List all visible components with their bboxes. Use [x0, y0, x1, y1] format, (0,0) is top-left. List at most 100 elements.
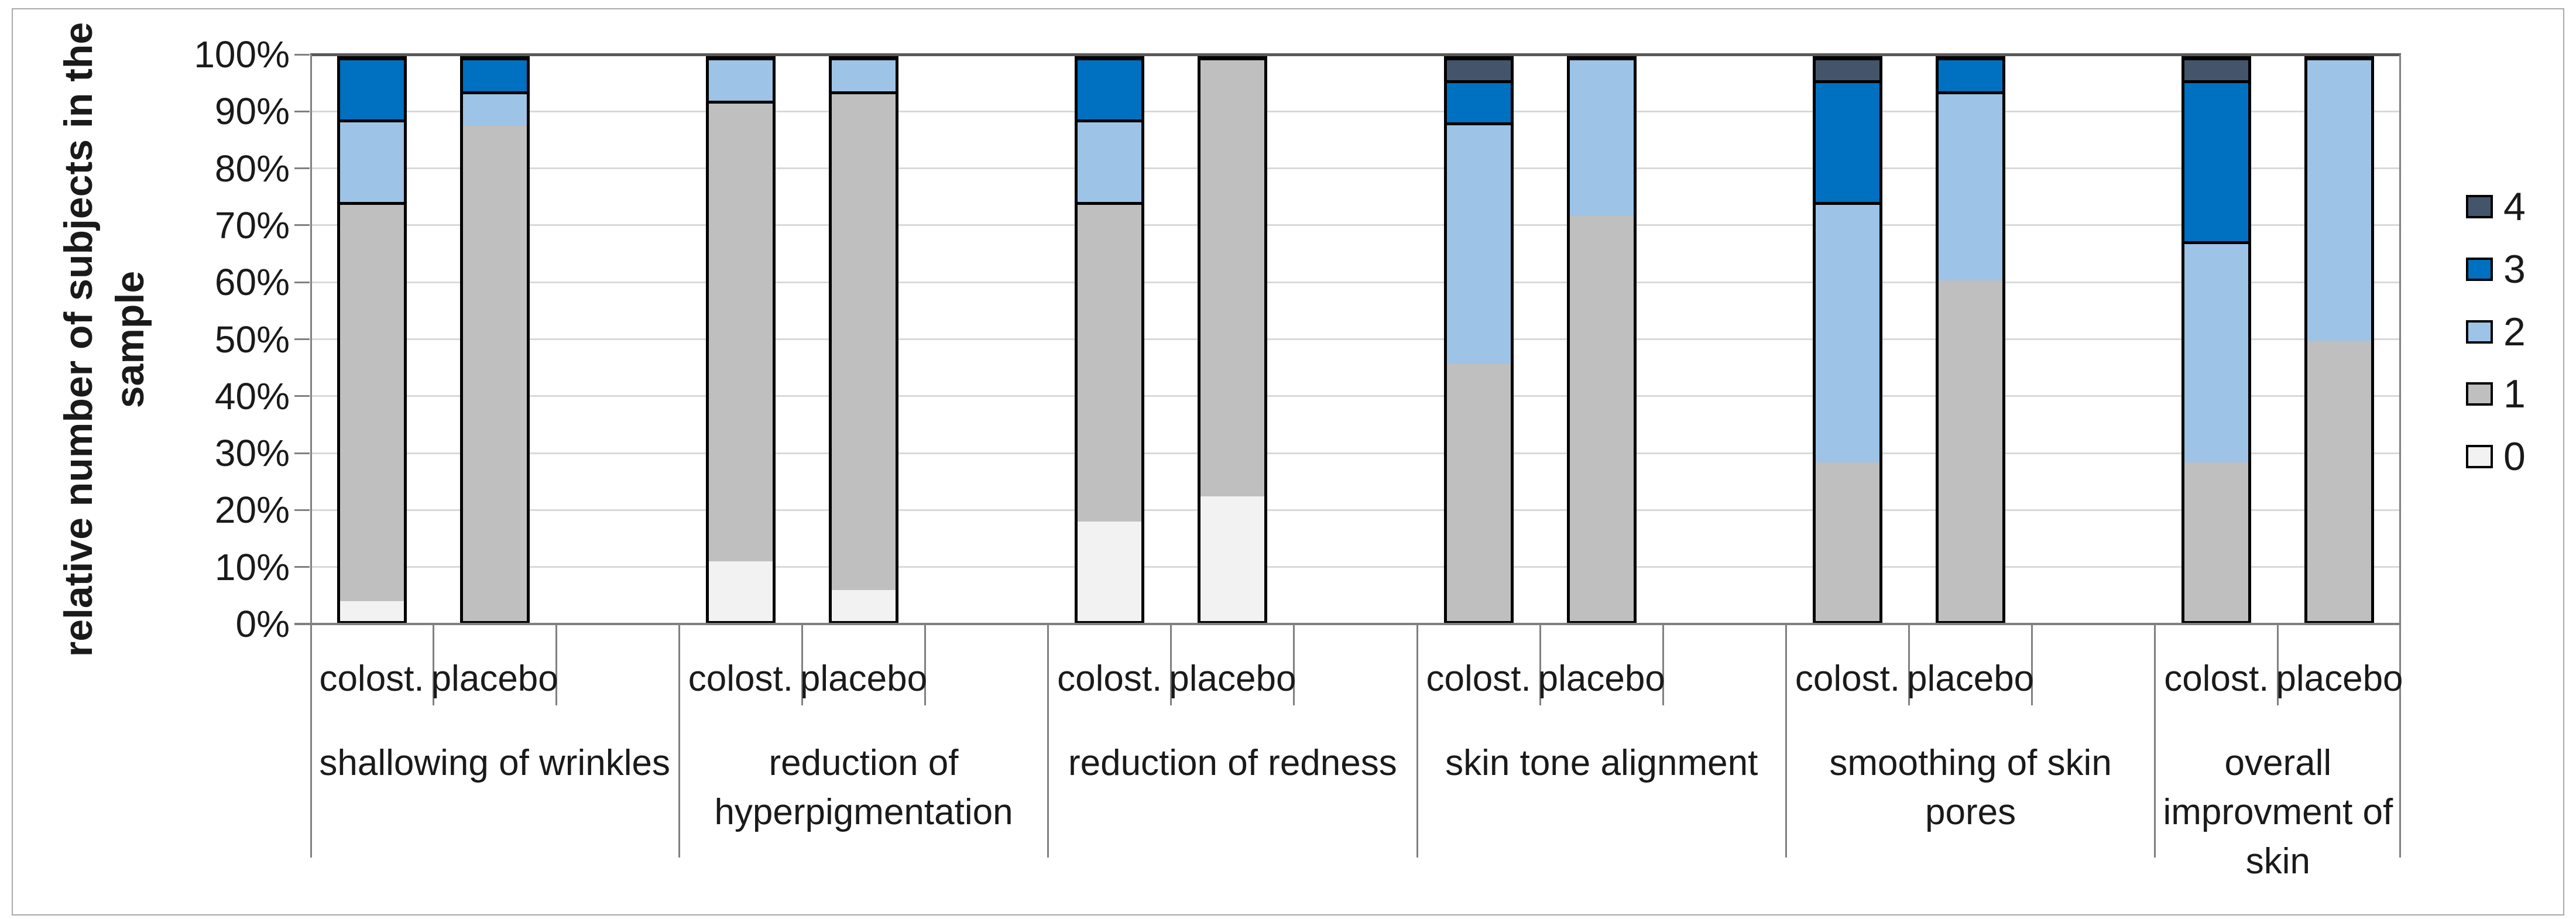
plot-right-border: [2399, 54, 2401, 858]
bar-segment-score-0: [339, 601, 404, 621]
y-axis-tick: [294, 281, 310, 283]
group-divider: [678, 624, 680, 858]
x-axis-line: [294, 623, 2401, 625]
y-axis-tick: [294, 395, 310, 397]
category-tick: [555, 624, 557, 705]
bar-segment-score-1: [708, 100, 773, 562]
gridline-30pct: [310, 452, 2401, 454]
group-label-3: reduction of redness: [1068, 743, 1397, 783]
bar-segment-score-0: [708, 561, 773, 621]
bar-segment-score-0: [1200, 496, 1265, 621]
category-tick: [2277, 624, 2279, 705]
legend-swatch-3: [2466, 258, 2493, 281]
y-axis-tick: [294, 53, 310, 56]
bar-segment-score-3: [1939, 57, 2003, 92]
category-label-placebo-group3: placebo: [1169, 659, 1296, 699]
bar-segment-score-3: [2184, 80, 2249, 242]
category-tick: [1170, 624, 1172, 705]
legend-item-0: 0: [2466, 433, 2526, 480]
bar-colost-group3: [1075, 54, 1145, 624]
bar-segment-score-1: [1815, 462, 1879, 621]
group-divider: [1416, 624, 1418, 858]
legend-label-2: 2: [2503, 310, 2526, 354]
bar-placebo-group2: [829, 54, 899, 624]
bar-placebo-group4: [1566, 54, 1637, 624]
y-axis-tick: [294, 110, 310, 112]
gridline-20pct: [310, 509, 2401, 511]
category-label-colost-group5: colost.: [1795, 659, 1901, 699]
group-divider: [1785, 624, 1787, 858]
legend-label-0: 0: [2503, 434, 2526, 479]
bar-segment-score-1: [1200, 57, 1265, 497]
category-tick: [432, 624, 434, 705]
bar-placebo-group3: [1198, 54, 1268, 624]
bar-colost-group4: [1443, 54, 1514, 624]
gridline-40pct: [310, 395, 2401, 397]
bar-segment-score-1: [2307, 341, 2372, 621]
bar-segment-score-0: [832, 589, 896, 621]
bar-segment-score-3: [1446, 80, 1511, 123]
category-label-colost-group3: colost.: [1057, 659, 1162, 699]
bar-segment-score-1: [1078, 202, 1142, 522]
gridline-100pct: [310, 53, 2401, 56]
bar-segment-score-4: [1446, 57, 1511, 81]
bar-placebo-group6: [2304, 54, 2375, 624]
bar-segment-score-0: [1078, 522, 1142, 621]
group-divider: [1047, 624, 1049, 858]
legend-swatch-1: [2466, 382, 2493, 406]
y-tick-label: 100%: [194, 33, 290, 76]
bar-segment-score-2: [462, 91, 527, 126]
legend-item-1: 1: [2466, 371, 2526, 417]
bar-segment-score-3: [339, 57, 404, 120]
legend-label-4: 4: [2503, 184, 2526, 229]
y-tick-label: 50%: [214, 318, 290, 361]
group-label-2: reduction of hyperpigmentation: [714, 743, 1013, 832]
category-label-colost-group1: colost.: [319, 659, 424, 699]
gridline-70pct: [310, 224, 2401, 227]
bar-segment-score-1: [1569, 216, 1634, 621]
category-label-colost-group4: colost.: [1426, 659, 1531, 699]
bar-segment-score-1: [462, 125, 527, 621]
bar-segment-score-1: [2184, 462, 2249, 621]
y-tick-label: 0%: [235, 603, 290, 645]
y-tick-label: 10%: [214, 546, 290, 588]
y-axis-title: relative number of subjects in the sampl…: [53, 15, 156, 664]
legend-item-3: 3: [2466, 246, 2526, 293]
bar-segment-score-2: [2307, 57, 2372, 341]
legend-swatch-0: [2466, 445, 2493, 468]
bar-segment-score-2: [1939, 91, 2003, 280]
category-label-colost-group6: colost.: [2164, 659, 2269, 699]
bar-segment-score-2: [1078, 119, 1142, 202]
category-tick: [1293, 624, 1295, 705]
y-axis-tick: [294, 566, 310, 568]
gridline-50pct: [310, 338, 2401, 340]
legend-swatch-4: [2466, 195, 2493, 218]
category-tick: [801, 624, 803, 705]
category-label-colost-group2: colost.: [688, 659, 793, 699]
category-tick: [1539, 624, 1541, 705]
figure-border: [12, 8, 2564, 915]
legend-label-3: 3: [2503, 247, 2526, 292]
bar-segment-score-3: [1078, 57, 1142, 120]
group-label-1: shallowing of wrinkles: [319, 743, 670, 783]
gridline-10pct: [310, 566, 2401, 568]
gridline-90pct: [310, 110, 2401, 112]
category-tick: [2031, 624, 2033, 705]
bar-segment-score-1: [1939, 280, 2003, 621]
y-axis-line: [310, 54, 312, 858]
y-axis-tick: [294, 224, 310, 227]
bar-colost-group2: [705, 54, 776, 624]
legend-label-1: 1: [2503, 372, 2526, 416]
category-label-placebo-group6: placebo: [2276, 659, 2403, 699]
bar-segment-score-4: [2184, 57, 2249, 81]
bar-colost-group6: [2181, 54, 2252, 624]
gridline-60pct: [310, 281, 2401, 283]
bar-segment-score-2: [832, 57, 896, 92]
bar-segment-score-2: [1815, 202, 1879, 462]
y-axis-tick: [294, 509, 310, 511]
category-tick: [1908, 624, 1910, 705]
group-label-6: overall improvment of skin: [2163, 743, 2393, 882]
bar-segment-score-3: [462, 57, 527, 92]
gridline-80pct: [310, 167, 2401, 170]
